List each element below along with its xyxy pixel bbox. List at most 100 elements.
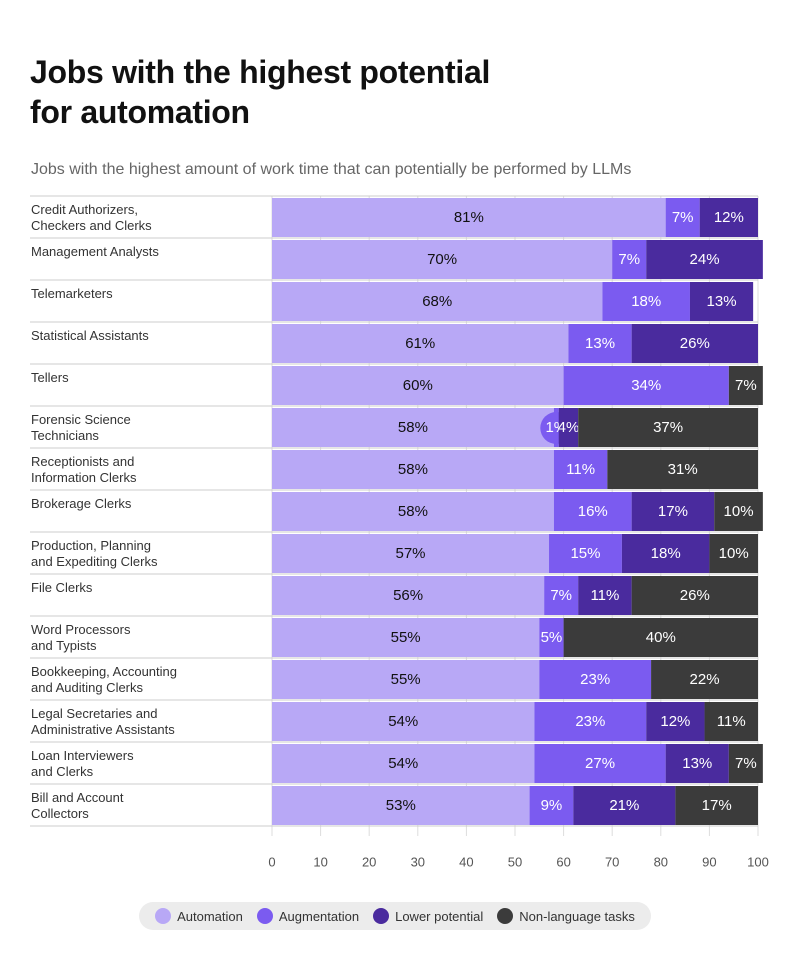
category-label: Production, Planning and Expediting Cler… xyxy=(31,538,158,569)
category-label: File Clerks xyxy=(31,580,93,595)
data-label: 40% xyxy=(646,629,676,646)
data-label: 13% xyxy=(707,293,737,310)
category-label: Bookkeeping, Accounting and Auditing Cle… xyxy=(31,664,177,695)
category-label: Brokerage Clerks xyxy=(31,496,132,511)
bar-segment xyxy=(272,618,540,657)
bar-segment xyxy=(631,492,715,531)
data-label: 17% xyxy=(702,797,732,814)
bar-segment xyxy=(665,198,700,237)
data-label: 57% xyxy=(395,545,425,562)
category-label: Telemarketers xyxy=(31,286,113,301)
data-label: 31% xyxy=(668,461,698,478)
bar-segment xyxy=(272,744,535,783)
data-label: 61% xyxy=(405,335,435,352)
bar-segment xyxy=(699,198,758,237)
data-label: 26% xyxy=(680,587,710,604)
bar-segment xyxy=(534,702,647,741)
data-label: 23% xyxy=(575,713,605,730)
legend-item: Non-language tasks xyxy=(497,908,635,924)
bar-segment xyxy=(728,366,763,405)
category-label: Statistical Assistants xyxy=(31,328,149,343)
category-label: Legal Secretaries and Administrative Ass… xyxy=(31,706,175,737)
data-label: 60% xyxy=(403,377,433,394)
data-label: 12% xyxy=(714,209,744,226)
legend: Automation Augmentation Lower potential Non… xyxy=(139,902,651,930)
bar-segment xyxy=(529,786,574,825)
bar-segment xyxy=(272,786,530,825)
x-tick-label: 50 xyxy=(508,854,522,869)
data-label: 68% xyxy=(422,293,452,310)
legend-label: Augmentation xyxy=(278,908,360,924)
data-label: 56% xyxy=(393,587,423,604)
data-label: 37% xyxy=(653,419,683,436)
legend-item: Augmentation xyxy=(256,908,360,924)
bar-segment xyxy=(612,240,647,279)
bar-segment xyxy=(272,660,540,699)
category-label: Bill and Account Collectors xyxy=(31,790,124,821)
data-label: 9% xyxy=(541,797,563,814)
data-label: 22% xyxy=(690,671,720,688)
bar-segment xyxy=(675,786,758,825)
data-label: 58% xyxy=(398,419,428,436)
data-label: 27% xyxy=(585,755,615,772)
category-label: Word Processors and Typists xyxy=(31,622,131,653)
bar-segment xyxy=(272,702,535,741)
data-label: 58% xyxy=(398,503,428,520)
data-label: 5% xyxy=(541,629,563,646)
data-label: 7% xyxy=(618,251,640,268)
data-label: 54% xyxy=(388,713,418,730)
data-label: 13% xyxy=(585,335,615,352)
bar-segment xyxy=(568,324,632,363)
data-label: 11% xyxy=(590,587,619,604)
data-label: 4% xyxy=(558,419,580,436)
data-label: 23% xyxy=(580,671,610,688)
category-label: Receptionists and Information Clerks xyxy=(31,454,137,485)
x-tick-label: 100 xyxy=(747,854,769,869)
data-label: 7% xyxy=(735,377,757,394)
data-label: 7% xyxy=(672,209,694,226)
x-tick-label: 80 xyxy=(654,854,668,869)
legend-label: Automation xyxy=(177,908,243,924)
bar-segment xyxy=(728,744,763,783)
bar-segment xyxy=(646,240,763,279)
bar-segment xyxy=(272,534,550,573)
bar-segment xyxy=(646,702,705,741)
bar-segment xyxy=(549,534,622,573)
category-label: Management Analysts xyxy=(31,244,159,259)
legend-label: Non-language tasks xyxy=(519,908,635,924)
bar-segment xyxy=(272,198,666,237)
bar-segment xyxy=(578,408,758,447)
x-tick-label: 0 xyxy=(268,854,275,869)
x-tick-label: 30 xyxy=(411,854,425,869)
data-label: 12% xyxy=(660,713,690,730)
category-label: Forensic Science Technicians xyxy=(31,412,131,443)
bar-segment xyxy=(272,324,569,363)
data-label: 58% xyxy=(398,461,428,478)
bar-segment xyxy=(689,282,754,321)
data-label: 17% xyxy=(658,503,688,520)
bar-segment xyxy=(563,366,729,405)
bar-segment xyxy=(631,576,758,615)
data-label: 18% xyxy=(651,545,681,562)
bar-segment xyxy=(272,282,603,321)
bar-segment xyxy=(573,786,676,825)
x-tick-label: 40 xyxy=(459,854,473,869)
data-label: 10% xyxy=(719,545,749,562)
x-tick-label: 90 xyxy=(702,854,716,869)
chart-subtitle: Jobs with the highest amount of work tim… xyxy=(31,161,632,178)
data-label: 15% xyxy=(570,545,600,562)
data-label: 55% xyxy=(391,629,421,646)
legend-swatch xyxy=(497,908,514,924)
legend-swatch xyxy=(373,908,390,924)
bar-segment xyxy=(621,534,710,573)
bar-segment xyxy=(539,618,564,657)
bar-segment xyxy=(651,660,758,699)
bar-segment xyxy=(631,324,758,363)
data-label: 10% xyxy=(724,503,754,520)
bar-segment xyxy=(709,534,758,573)
data-label: 81% xyxy=(454,209,484,226)
bar-segment xyxy=(602,282,690,321)
bar-segment xyxy=(553,450,608,489)
data-label: 13% xyxy=(682,755,712,772)
